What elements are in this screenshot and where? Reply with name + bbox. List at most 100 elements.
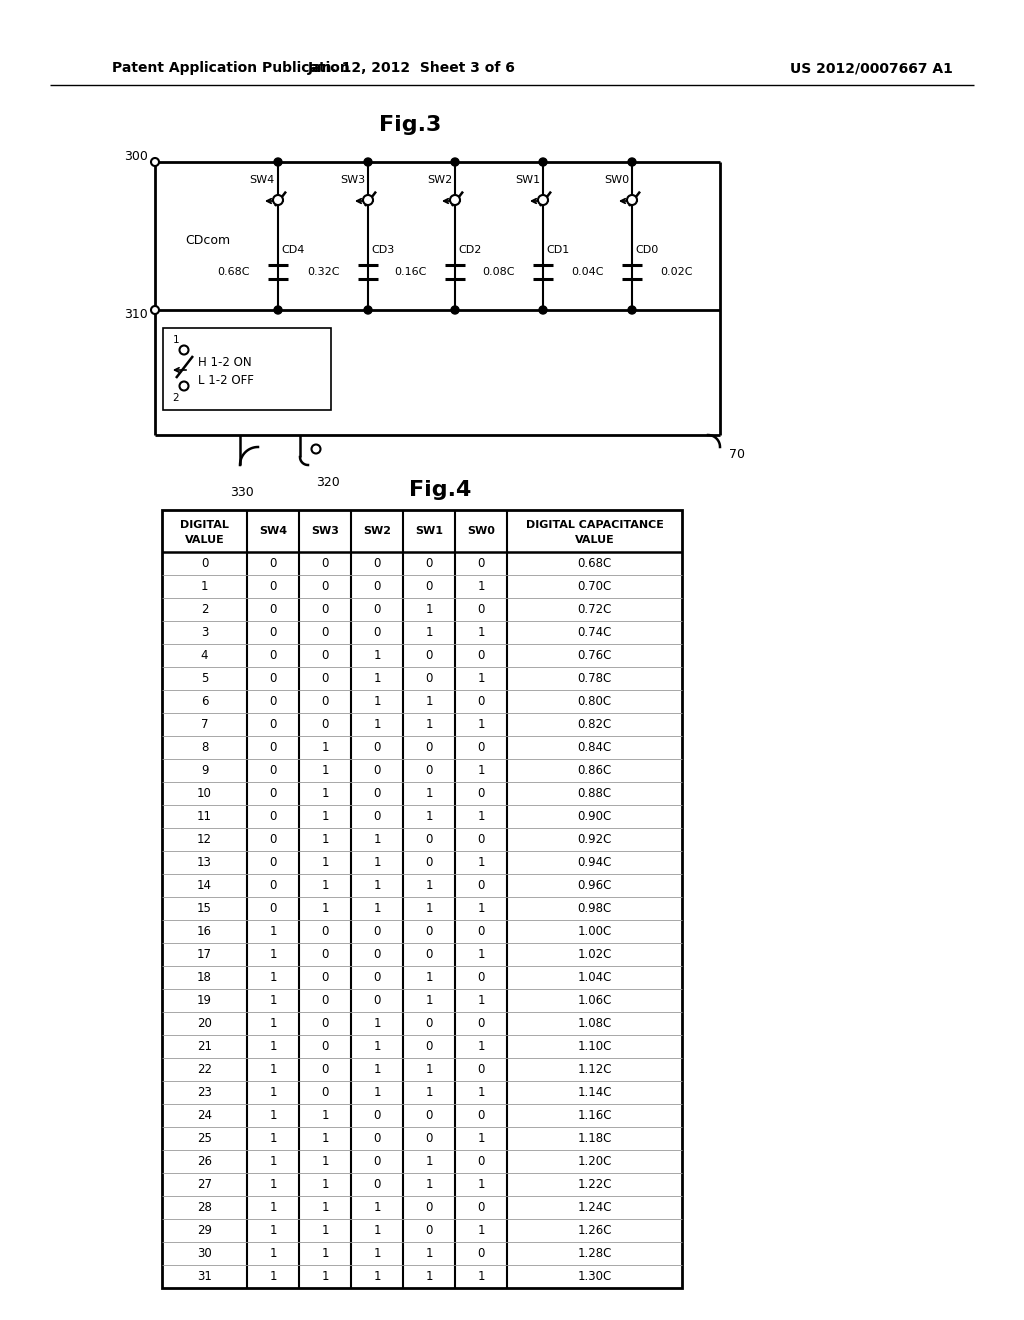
- Text: 0: 0: [477, 1201, 484, 1214]
- Text: DIGITAL: DIGITAL: [180, 520, 229, 531]
- Text: 0: 0: [374, 994, 381, 1007]
- Text: 0: 0: [269, 579, 276, 593]
- Text: 0.72C: 0.72C: [578, 603, 611, 616]
- Text: 1: 1: [477, 1040, 484, 1053]
- Text: 8: 8: [201, 741, 208, 754]
- Text: 1: 1: [477, 1224, 484, 1237]
- Text: 0.32C: 0.32C: [307, 267, 340, 277]
- Text: 1: 1: [425, 1247, 433, 1261]
- Text: 1: 1: [425, 810, 433, 822]
- Text: 1: 1: [425, 972, 433, 983]
- Text: 1: 1: [269, 994, 276, 1007]
- Text: 0: 0: [374, 925, 381, 939]
- Circle shape: [151, 158, 159, 166]
- Text: 0: 0: [269, 879, 276, 892]
- Circle shape: [539, 158, 547, 166]
- Text: 0: 0: [425, 1201, 433, 1214]
- Text: 1: 1: [322, 902, 329, 915]
- Text: 22: 22: [197, 1063, 212, 1076]
- Text: 0: 0: [374, 948, 381, 961]
- Text: 0: 0: [269, 626, 276, 639]
- Text: 0: 0: [322, 994, 329, 1007]
- Text: 0: 0: [374, 972, 381, 983]
- Text: 0: 0: [477, 925, 484, 939]
- Text: 28: 28: [197, 1201, 212, 1214]
- Text: 0: 0: [269, 787, 276, 800]
- Text: 0.82C: 0.82C: [578, 718, 611, 731]
- Text: 1: 1: [322, 855, 329, 869]
- Text: 1: 1: [425, 696, 433, 708]
- Circle shape: [538, 195, 548, 205]
- Text: 0: 0: [477, 1016, 484, 1030]
- Bar: [162, 510, 682, 1288]
- Text: 0.78C: 0.78C: [578, 672, 611, 685]
- Text: 1: 1: [269, 1086, 276, 1100]
- Circle shape: [179, 381, 188, 391]
- Text: Fig.3: Fig.3: [379, 115, 441, 135]
- Text: 0.08C: 0.08C: [482, 267, 515, 277]
- Text: 0: 0: [477, 1063, 484, 1076]
- Text: 0: 0: [201, 557, 208, 570]
- Text: 0: 0: [477, 557, 484, 570]
- Text: 1: 1: [425, 1177, 433, 1191]
- Text: 6: 6: [201, 696, 208, 708]
- Text: 1: 1: [322, 1201, 329, 1214]
- Text: 0.88C: 0.88C: [578, 787, 611, 800]
- Text: 0: 0: [269, 696, 276, 708]
- Text: 1: 1: [374, 1224, 381, 1237]
- Text: 1: 1: [374, 718, 381, 731]
- Text: 16: 16: [197, 925, 212, 939]
- Circle shape: [311, 445, 321, 454]
- Text: 1.10C: 1.10C: [578, 1040, 611, 1053]
- Text: 0: 0: [269, 557, 276, 570]
- Text: 0: 0: [374, 579, 381, 593]
- Text: 1: 1: [425, 603, 433, 616]
- Text: SW1: SW1: [515, 176, 540, 185]
- Text: H 1-2 ON: H 1-2 ON: [198, 356, 252, 370]
- Text: 1: 1: [374, 1247, 381, 1261]
- Text: 0: 0: [374, 557, 381, 570]
- Text: 0: 0: [322, 972, 329, 983]
- Text: SW0: SW0: [604, 176, 629, 185]
- Text: SW2: SW2: [362, 525, 391, 536]
- Text: 7: 7: [201, 718, 208, 731]
- Text: 1.08C: 1.08C: [578, 1016, 611, 1030]
- Text: 0: 0: [477, 1109, 484, 1122]
- Text: 1: 1: [374, 649, 381, 663]
- Text: 1: 1: [425, 1155, 433, 1168]
- Text: 15: 15: [197, 902, 212, 915]
- Text: 1: 1: [477, 718, 484, 731]
- Text: 1: 1: [322, 1155, 329, 1168]
- Text: 2: 2: [201, 603, 208, 616]
- Text: SW1: SW1: [415, 525, 443, 536]
- Text: VALUE: VALUE: [574, 535, 614, 545]
- Text: 4: 4: [201, 649, 208, 663]
- Text: 31: 31: [197, 1270, 212, 1283]
- Text: 1: 1: [322, 1247, 329, 1261]
- Text: 12: 12: [197, 833, 212, 846]
- Text: 1: 1: [374, 902, 381, 915]
- Text: 0: 0: [322, 1016, 329, 1030]
- Text: 1.28C: 1.28C: [578, 1247, 611, 1261]
- Text: 1: 1: [374, 1270, 381, 1283]
- Text: 0: 0: [425, 557, 433, 570]
- Text: 0: 0: [425, 741, 433, 754]
- Text: 1: 1: [425, 1270, 433, 1283]
- Text: 2: 2: [172, 393, 179, 403]
- Text: 1: 1: [322, 1133, 329, 1144]
- Text: 1: 1: [269, 925, 276, 939]
- Text: 1: 1: [374, 1040, 381, 1053]
- Text: 70: 70: [729, 449, 745, 462]
- Text: SW4: SW4: [250, 176, 275, 185]
- Text: 18: 18: [197, 972, 212, 983]
- Text: 1: 1: [477, 948, 484, 961]
- Text: 1: 1: [269, 1247, 276, 1261]
- Text: 0: 0: [269, 741, 276, 754]
- Text: 24: 24: [197, 1109, 212, 1122]
- Text: 0: 0: [322, 626, 329, 639]
- Text: Fig.4: Fig.4: [409, 480, 471, 500]
- Text: 0: 0: [477, 1247, 484, 1261]
- Text: 1: 1: [477, 855, 484, 869]
- Text: 0.76C: 0.76C: [578, 649, 611, 663]
- Text: 1: 1: [269, 1109, 276, 1122]
